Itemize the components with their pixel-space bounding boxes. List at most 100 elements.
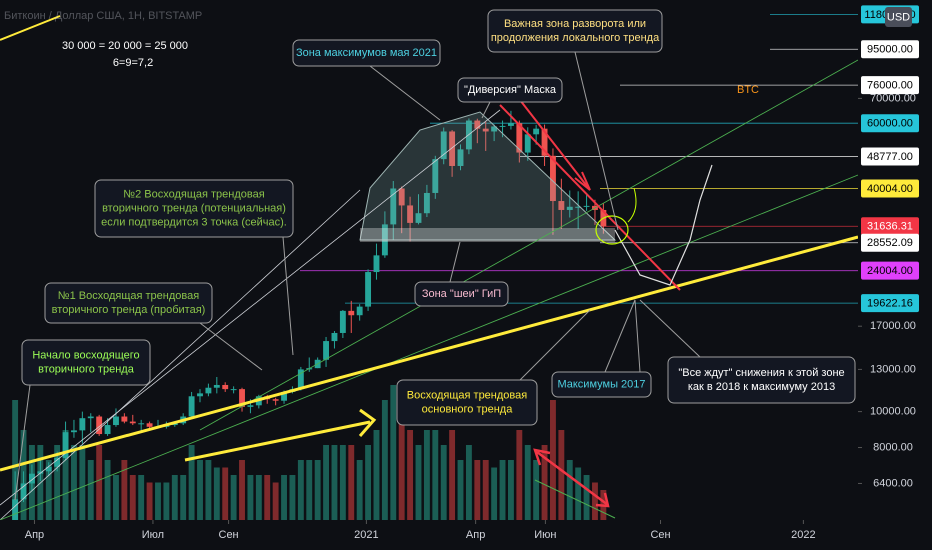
volume-bar bbox=[12, 400, 19, 520]
levels bbox=[300, 13, 858, 304]
candle-body bbox=[398, 188, 405, 206]
y-tick-label: 8000.00 bbox=[873, 441, 913, 453]
candle-body bbox=[12, 499, 19, 524]
volume-bar bbox=[289, 475, 296, 520]
callout-line bbox=[519, 309, 591, 381]
volume-bar bbox=[62, 430, 69, 520]
level-tag-label: 60000.00 bbox=[867, 118, 913, 130]
volume-bar bbox=[239, 460, 245, 520]
candle-body bbox=[37, 471, 44, 474]
forecast-curve bbox=[614, 164, 713, 286]
callout-line bbox=[639, 299, 701, 358]
candle-body bbox=[415, 213, 422, 223]
volume-bar bbox=[356, 460, 363, 520]
volume-bar bbox=[465, 445, 472, 520]
annotation-text: Максимумы 2017 bbox=[557, 378, 645, 390]
volume-bar bbox=[365, 445, 372, 520]
annotation-text: вторичного тренда (пробитая) bbox=[52, 304, 206, 316]
volume-bar bbox=[474, 460, 481, 520]
annotation-text: вторичного тренда (потенциальная) bbox=[102, 202, 286, 214]
annotation-text: вторичного тренда bbox=[38, 363, 135, 375]
callout-line bbox=[481, 101, 491, 119]
candle-body bbox=[491, 126, 498, 132]
callout-line bbox=[282, 236, 294, 356]
volume-bar bbox=[323, 445, 329, 520]
candle-body bbox=[432, 159, 439, 193]
candle-body bbox=[507, 123, 514, 126]
drawings bbox=[0, 15, 859, 521]
candle-body bbox=[449, 131, 456, 166]
callout-line bbox=[369, 65, 441, 121]
callout-line bbox=[604, 299, 641, 373]
candle-body bbox=[550, 155, 556, 202]
volume-bar bbox=[566, 460, 573, 520]
annotation-box bbox=[457, 77, 563, 103]
volume-bar bbox=[550, 400, 556, 520]
annotation-text: если подтвердится 3 точка (сейчас). bbox=[101, 216, 287, 228]
candle-body bbox=[365, 272, 372, 307]
volume-bar bbox=[213, 467, 220, 520]
candle-body bbox=[138, 423, 145, 425]
candle-body bbox=[440, 131, 447, 160]
x-tick-label: Апр bbox=[466, 529, 485, 541]
volume-bar bbox=[449, 430, 456, 520]
candle-body bbox=[297, 369, 304, 390]
volume-bar bbox=[533, 460, 540, 520]
volume-bar bbox=[381, 400, 388, 520]
candle-body bbox=[45, 466, 52, 472]
currency-button-label[interactable]: USD bbox=[887, 11, 910, 23]
volume-bar bbox=[222, 467, 229, 520]
candle-body bbox=[113, 416, 119, 426]
annotation-text: Зона "шеи" ГиП bbox=[422, 288, 501, 300]
volume-bar bbox=[558, 430, 565, 520]
y-tick-label: 6400.00 bbox=[873, 477, 913, 489]
annotation-text: основного тренда bbox=[422, 403, 514, 415]
candle-body bbox=[281, 391, 287, 401]
level-tag-label: 19622.16 bbox=[867, 298, 913, 310]
level-tag-label: 31636.31 bbox=[867, 221, 913, 233]
candle-body bbox=[407, 205, 414, 223]
trend-line bbox=[0, 174, 859, 521]
callout-line bbox=[14, 384, 31, 501]
candle-body bbox=[575, 206, 582, 208]
level-tag-label: 76000.00 bbox=[867, 80, 913, 92]
volume-bar bbox=[339, 445, 346, 520]
volume-bar bbox=[71, 445, 77, 520]
annotation-box bbox=[44, 282, 213, 324]
annotation-text: Восходящая трендовая bbox=[407, 389, 527, 401]
annotation-text: "Все ждут" снижения к этой зоне bbox=[678, 367, 844, 379]
candle-body bbox=[197, 393, 203, 397]
volume-trend bbox=[534, 479, 616, 519]
volume-bar bbox=[499, 460, 506, 520]
volume-bar bbox=[138, 475, 145, 520]
neck-zone bbox=[360, 228, 615, 242]
candle-body bbox=[62, 432, 69, 458]
level-tag-label: 24004.00 bbox=[867, 265, 913, 277]
candle-body bbox=[79, 418, 86, 431]
candle-body bbox=[558, 201, 565, 210]
volume-bar bbox=[373, 430, 380, 520]
volume-bar bbox=[281, 475, 287, 520]
trend-line bbox=[199, 59, 859, 431]
x-tick-label: Сен bbox=[219, 529, 239, 541]
candle-body bbox=[87, 416, 94, 419]
annotation-box bbox=[396, 379, 538, 426]
volume-bar bbox=[155, 482, 161, 520]
candle-body bbox=[331, 332, 338, 342]
volume-bar bbox=[180, 475, 187, 520]
x-tick-label: Сен bbox=[650, 529, 670, 541]
head-shoulders-shape bbox=[359, 111, 617, 241]
candle-body bbox=[356, 306, 363, 316]
volume-bar bbox=[491, 467, 498, 520]
annotation-box bbox=[21, 339, 151, 386]
level-tag bbox=[861, 217, 919, 236]
currency-button[interactable] bbox=[885, 7, 912, 27]
candle-body bbox=[524, 134, 531, 153]
volume-bar bbox=[197, 460, 203, 520]
x-tick-label: 2021 bbox=[354, 529, 378, 541]
y-tick-label: 13000.00 bbox=[870, 363, 916, 375]
volume-red-arrow bbox=[536, 450, 609, 507]
volume-bar bbox=[482, 460, 489, 520]
axis-background bbox=[0, 520, 858, 550]
level-tag-label: 95000.00 bbox=[867, 44, 913, 56]
